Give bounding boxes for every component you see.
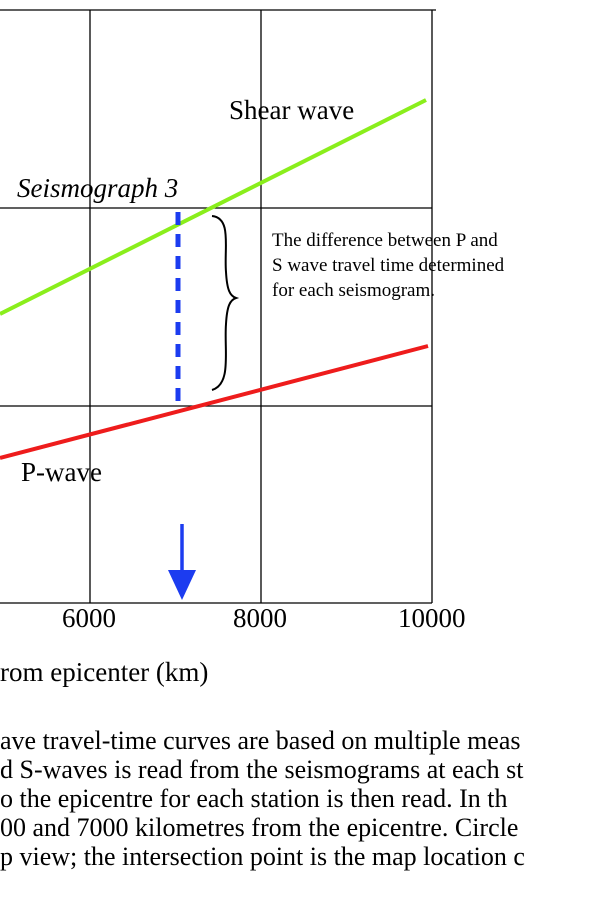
caption-line: d S-waves is read from the seismograms a… <box>0 755 524 784</box>
x-tick-label: 10000 <box>398 603 466 633</box>
caption-line: ave travel-time curves are based on mult… <box>0 726 521 755</box>
caption-line: o the epicentre for each station is then… <box>0 784 508 813</box>
x-tick-label: 6000 <box>62 603 116 633</box>
p-wave-curve <box>0 344 429 460</box>
caption-line: p view; the intersection point is the ma… <box>0 842 525 871</box>
curly-brace-icon <box>211 215 240 391</box>
shear-wave-label: Shear wave <box>229 95 355 125</box>
travel-time-diagram <box>0 9 436 604</box>
down-arrow-icon <box>168 524 196 600</box>
seismograph-label: Seismograph 3 <box>17 173 179 203</box>
x-axis-title: rom epicenter (km) <box>0 657 209 687</box>
shear-wave-curve <box>0 98 427 316</box>
x-tick-label: 8000 <box>233 603 287 633</box>
caption-line: 00 and 7000 kilometres from the epicentr… <box>0 813 519 842</box>
figure-caption: ave travel-time curves are based on mult… <box>0 726 600 871</box>
p-wave-label: P-wave <box>21 457 102 487</box>
grid <box>0 9 436 604</box>
travel-time-note: The difference between P and S wave trav… <box>272 230 505 301</box>
